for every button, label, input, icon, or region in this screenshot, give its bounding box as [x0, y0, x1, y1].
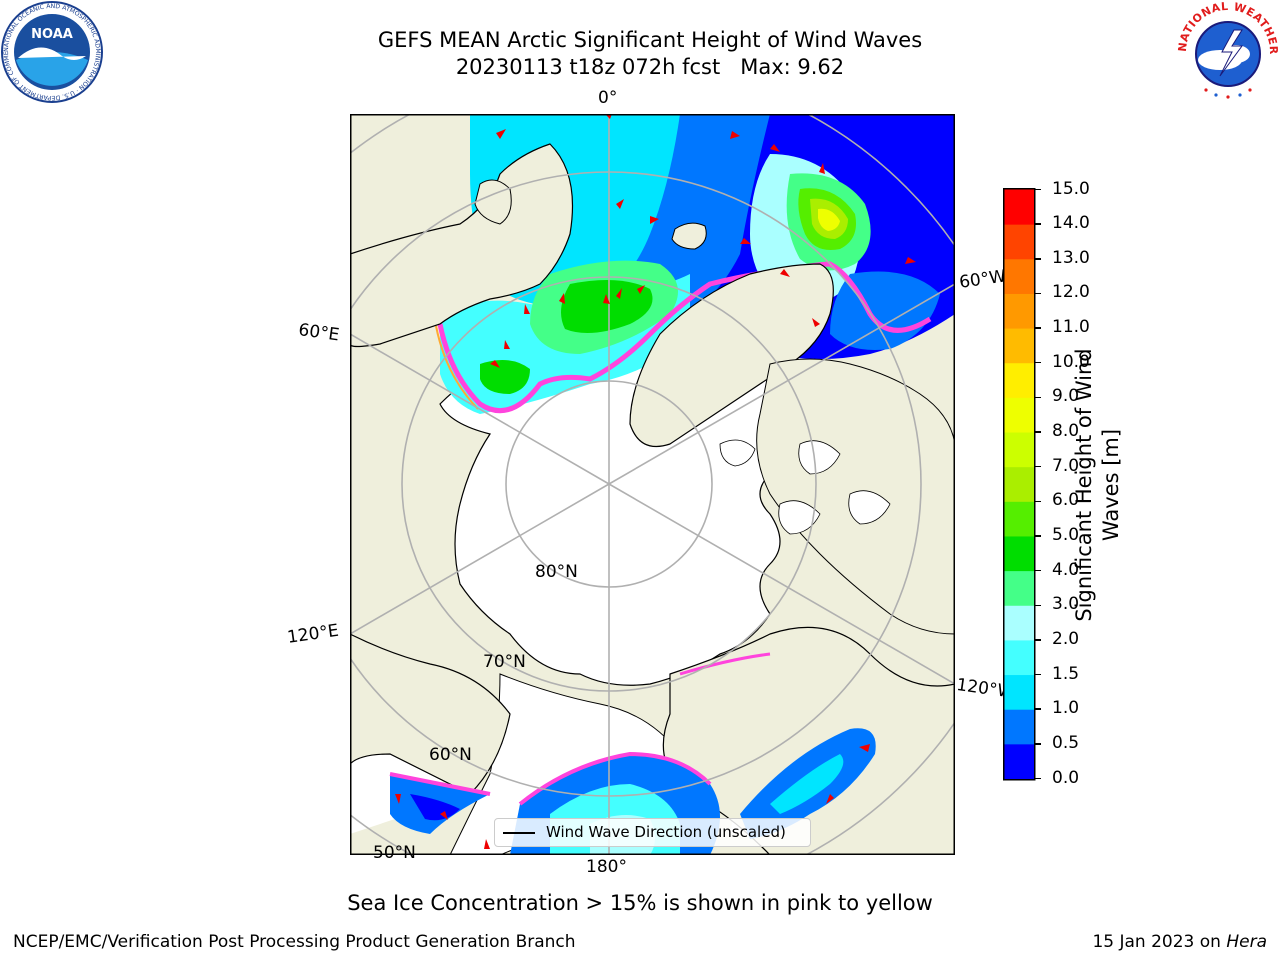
colorbar-tick-label: 0.5 [1052, 732, 1080, 753]
colorbar-tick-label: 1.0 [1052, 698, 1080, 719]
colorbar [1003, 188, 1036, 781]
colorbar-box [1004, 639, 1034, 676]
colorbar-tick-label: 9.0 [1052, 386, 1080, 407]
colorbar-tick-label: 4.0 [1052, 559, 1080, 580]
lat-label-80: 80°N [535, 562, 578, 582]
colorbar-tick-mark [1035, 258, 1041, 260]
colorbar-tick-mark [1035, 708, 1041, 710]
lat-label-50: 50°N [373, 843, 416, 863]
wind-arrows [395, 114, 916, 849]
colorbar-label-line2: Waves [m] [1099, 428, 1123, 542]
colorbar-tick-mark [1035, 743, 1041, 745]
colorbar-label: Significant Height of Wind Waves [m] [1071, 285, 1125, 685]
lon-label-120e: 120°E [286, 620, 340, 648]
colorbar-tick-label: 1.5 [1052, 663, 1080, 684]
polar-map [350, 114, 955, 855]
plot-subtitle: 20230113 t18z 072h fcst Max: 9.62 [455, 55, 845, 79]
colorbar-tick-mark [1035, 431, 1041, 433]
colorbar-box [1004, 362, 1034, 398]
map-frame [350, 114, 955, 855]
noaa-logo: NATIONAL OCEANIC AND ATMOSPHERIC ADMINIS… [0, 0, 103, 103]
colorbar-tick-mark [1035, 361, 1041, 364]
ice-edge-atlantic [437, 261, 932, 414]
colorbar-tick-mark [1035, 500, 1041, 503]
colorbar-tick-mark [1035, 777, 1041, 780]
lon-label-60e: 60°E [297, 320, 341, 346]
colorbar-box [1004, 293, 1034, 329]
colorbar-tick-label: 13.0 [1052, 247, 1090, 268]
colorbar-box [1004, 189, 1034, 225]
footer-machine: Hera [1226, 932, 1267, 952]
lon-label-0: 0° [598, 88, 618, 108]
colorbar-box [1004, 258, 1034, 294]
map-legend: Wind Wave Direction (unscaled) [494, 818, 811, 847]
colorbar-tick-mark [1035, 223, 1041, 225]
colorbar-tick-mark [1035, 396, 1041, 399]
colorbar-box [1004, 605, 1034, 641]
colorbar-tick-label: 0.0 [1052, 767, 1080, 788]
legend-label: Wind Wave Direction (unscaled) [546, 823, 786, 841]
colorbar-box [1004, 466, 1034, 502]
colorbar-tick-mark [1035, 569, 1041, 572]
lon-label-180: 180° [586, 857, 627, 877]
lat-label-70: 70°N [483, 652, 526, 672]
nws-logo: NATIONAL WEATHER SERVICE [1176, 0, 1280, 102]
colorbar-tick-label: 8.0 [1052, 421, 1080, 442]
colorbar-tick-mark [1035, 639, 1041, 641]
sea-ice-caption: Sea Ice Concentration > 15% is shown in … [347, 891, 933, 915]
colorbar-box [1004, 570, 1034, 606]
colorbar-tick-label: 2.0 [1052, 628, 1080, 649]
lat-label-60: 60°N [429, 745, 472, 765]
colorbar-tick-mark [1035, 188, 1041, 191]
colorbar-box [1004, 432, 1034, 468]
colorbar-tick-label: 12.0 [1052, 282, 1090, 303]
colorbar-tick-label: 10.0 [1052, 351, 1090, 372]
legend-line-swatch [503, 832, 535, 834]
colorbar-box [1004, 397, 1034, 433]
colorbar-tick-label: 14.0 [1052, 213, 1090, 234]
colorbar-box [1004, 709, 1034, 745]
colorbar-tick-label: 3.0 [1052, 594, 1080, 615]
colorbar-tick-mark [1035, 604, 1041, 606]
colorbar-box [1004, 743, 1034, 779]
colorbar-box [1004, 535, 1034, 572]
colorbar-tick-mark [1035, 292, 1041, 295]
graticule [350, 114, 955, 855]
colorbar-box [1004, 674, 1034, 710]
colorbar-box [1004, 328, 1034, 364]
plot-title: GEFS MEAN Arctic Significant Height of W… [377, 28, 923, 52]
footer-date-text: 15 Jan 2023 on [1092, 932, 1227, 952]
colorbar-tick-mark [1035, 465, 1041, 468]
colorbar-tick-mark [1035, 535, 1041, 537]
colorbar-tick-label: 7.0 [1052, 455, 1080, 476]
colorbar-tick-label: 5.0 [1052, 524, 1080, 545]
footer-branch: NCEP/EMC/Verification Post Processing Pr… [13, 932, 576, 952]
colorbar-tick-mark [1035, 327, 1041, 329]
colorbar-tick-label: 15.0 [1052, 178, 1090, 199]
colorbar-tick-label: 6.0 [1052, 490, 1080, 511]
colorbar-tick-label: 11.0 [1052, 317, 1090, 338]
colorbar-box [1004, 501, 1034, 537]
colorbar-tick-mark [1035, 673, 1041, 676]
footer-date: 15 Jan 2023 on Hera [1092, 932, 1267, 952]
colorbar-box [1004, 224, 1034, 260]
colorbar-label-line1: Significant Height of Wind [1072, 348, 1096, 622]
svg-text:NOAA: NOAA [31, 27, 73, 42]
